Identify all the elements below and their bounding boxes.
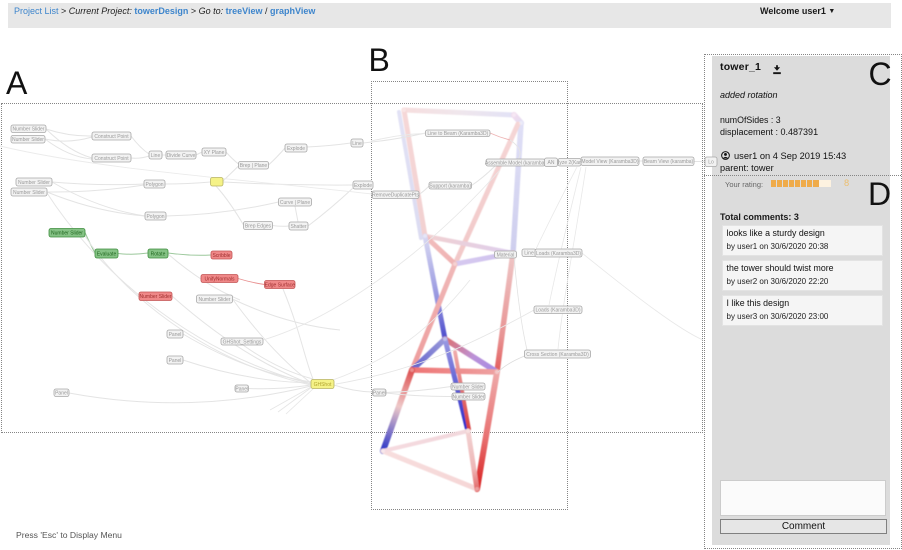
svg-text:Brep Edges: Brep Edges [245, 223, 272, 229]
svg-text:Line: Line [151, 153, 161, 159]
svg-text:Rotate: Rotate [151, 251, 166, 257]
svg-text:XY Plane: XY Plane [204, 150, 225, 156]
svg-text:Polygon: Polygon [146, 214, 164, 220]
svg-text:GHShot_Settings: GHShot_Settings [223, 339, 262, 345]
svg-text:Construct Point: Construct Point [94, 134, 129, 140]
svg-text:Curve | Plane: Curve | Plane [280, 200, 310, 206]
svg-text:Shatter: Shatter [290, 224, 306, 230]
svg-text:Number Slider: Number Slider [12, 137, 44, 143]
svg-text:Number Slider: Number Slider [453, 394, 485, 400]
svg-text:Evaluate: Evaluate [97, 251, 117, 257]
svg-text:Loads (Karamba3D): Loads (Karamba3D) [536, 251, 581, 257]
svg-text:Panel: Panel [169, 332, 182, 338]
svg-text:Model View (Karamba3D): Model View (Karamba3D) [581, 159, 638, 165]
svg-text:Panel: Panel [169, 358, 182, 364]
svg-text:Line: Line [524, 251, 534, 257]
svg-text:Assemble Model (karamba): Assemble Model (karamba) [485, 160, 546, 166]
svg-text:Explode: Explode [354, 183, 372, 189]
svg-text:Number Slider: Number Slider [452, 384, 484, 390]
svg-text:Support (karamba): Support (karamba) [429, 183, 471, 189]
svg-text:Panel: Panel [55, 391, 68, 397]
svg-text:AN: AN [548, 160, 555, 166]
svg-text:Number Slider: Number Slider [18, 180, 50, 186]
svg-text:Lo: Lo [708, 160, 714, 166]
svg-text:Line to Beam (Karamba3D): Line to Beam (Karamba3D) [427, 131, 488, 137]
svg-text:Number Slider: Number Slider [199, 297, 231, 303]
svg-text:lyze 2(Kar: lyze 2(Kar [558, 160, 581, 166]
svg-text:Number Slider: Number Slider [13, 190, 45, 196]
svg-text:Divide Curve: Divide Curve [167, 153, 196, 159]
svg-text:Panel: Panel [235, 386, 248, 392]
svg-text:Line: Line [352, 141, 362, 147]
svg-text:Polygon: Polygon [145, 182, 163, 188]
svg-text:Edge Surface: Edge Surface [265, 282, 296, 288]
svg-text:Construct Point: Construct Point [94, 156, 129, 162]
svg-text:RemoveDuplicatePts: RemoveDuplicatePts [372, 193, 419, 199]
svg-text:Loads (Karamba3D): Loads (Karamba3D) [535, 308, 580, 314]
svg-text:Explode: Explode [287, 146, 305, 152]
svg-text:UnifyNormals: UnifyNormals [204, 276, 235, 282]
svg-text:Cross Section (Karamba3D): Cross Section (Karamba3D) [526, 352, 589, 358]
svg-text:Material: Material [497, 252, 515, 258]
svg-text:Panel: Panel [373, 390, 386, 396]
svg-text:Beam View (karamba): Beam View (karamba) [644, 159, 694, 165]
svg-text:Number Slider: Number Slider [51, 231, 83, 237]
svg-text:Number Slider: Number Slider [140, 294, 172, 300]
svg-text:Number Slider: Number Slider [13, 127, 45, 133]
svg-text:GHShot: GHShot [314, 382, 332, 388]
svg-text:Scribble: Scribble [212, 253, 230, 259]
svg-text:Brep | Plane: Brep | Plane [240, 163, 268, 169]
